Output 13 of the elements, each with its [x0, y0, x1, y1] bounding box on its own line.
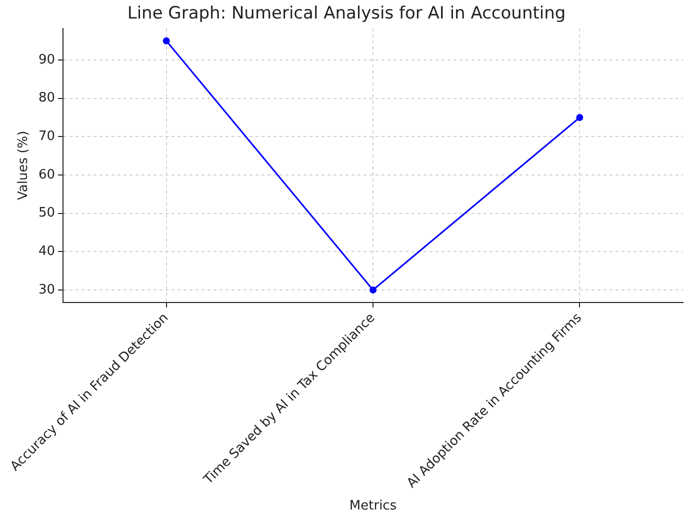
point [370, 286, 377, 294]
y-axis-title: Values (%) [16, 130, 32, 200]
chart-title: Line Graph: Numerical Analysis for AI in Accounting [127, 4, 566, 24]
x-axis-title: Metrics [349, 498, 397, 514]
y-tick-label: 80 [38, 90, 56, 106]
y-tick-label: 50 [38, 206, 56, 221]
y-tick-label: 90 [38, 52, 56, 68]
y-tick-label: 60 [38, 167, 56, 182]
point [162, 37, 170, 44]
y-tick-label: 40 [38, 244, 56, 260]
y-tick-label: 30 [38, 282, 56, 298]
point [576, 114, 584, 121]
y-tick-label: 70 [38, 129, 56, 144]
